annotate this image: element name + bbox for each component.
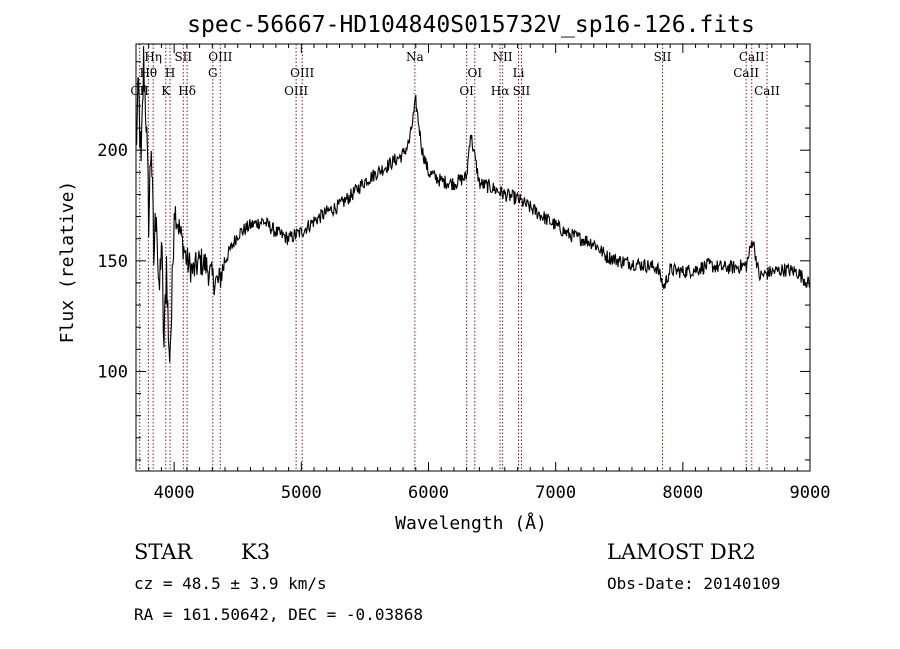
y-tick-label-0: 100	[97, 362, 128, 382]
emission-line-markers: Hη Hθ CII SII HK Hδ OIII G OIII OIII Na NII OI OI LiHα…	[130, 44, 780, 471]
marker-label-13: OI	[467, 66, 482, 80]
marker-label-12: NII	[493, 50, 513, 64]
marker-label-20: CaII	[733, 66, 759, 80]
observation-date: Obs-Date: 20140109	[607, 574, 780, 593]
marker-label-8: G	[208, 66, 218, 80]
y-tick-label-2: 200	[97, 141, 128, 161]
marker-label-18: SII	[654, 50, 672, 64]
marker-label-19: CaII	[739, 50, 765, 64]
marker-label-2: CII	[130, 84, 149, 98]
spectrum-line	[135, 46, 811, 363]
object-class: STAR	[134, 540, 193, 564]
x-axis: 4000 5000 6000 7000 8000 9000	[135, 44, 831, 503]
marker-label-6: Hδ	[178, 84, 196, 98]
redshift-cz: cz = 48.5 ± 3.9 km/s	[134, 574, 327, 593]
x-tick-label-2: 6000	[408, 483, 449, 503]
x-axis-label: Wavelength (Å)	[395, 512, 547, 534]
marker-label-21: CaII	[754, 84, 780, 98]
x-tick-label-4: 8000	[662, 483, 703, 503]
coordinates: RA = 161.50642, DEC = -0.03868	[134, 605, 423, 624]
object-subclass: K3	[241, 540, 270, 564]
x-tick-label-5: 9000	[790, 483, 831, 503]
marker-label-1: Hθ	[139, 66, 157, 80]
marker-label-7: OIII	[208, 50, 232, 64]
marker-label-16: Hα	[491, 84, 510, 98]
marker-label-15: Li	[513, 66, 525, 80]
y-axis: 100 150 200	[97, 61, 810, 461]
x-tick-label-3: 7000	[535, 483, 576, 503]
marker-label-0: Hη	[144, 50, 162, 64]
x-tick-label-0: 4000	[154, 483, 195, 503]
chart-title: spec-56667-HD104840S015732V_sp16-126.fit…	[187, 12, 755, 38]
marker-label-5: K	[161, 84, 171, 98]
marker-label-3: SII	[174, 50, 192, 64]
marker-label-11: Na	[406, 50, 424, 64]
plot-frame	[135, 43, 811, 472]
y-axis-label: Flux (relative)	[57, 181, 78, 344]
marker-label-9: OIII	[290, 66, 314, 80]
survey-name: LAMOST DR2	[607, 540, 756, 564]
marker-label-10: OIII	[284, 84, 308, 98]
y-tick-label-1: 150	[97, 252, 128, 272]
marker-label-14: OI	[459, 84, 474, 98]
marker-label-4: H	[165, 66, 175, 80]
spectrum-series	[135, 46, 811, 363]
marker-label-17: SII	[513, 84, 531, 98]
x-tick-label-1: 5000	[281, 483, 322, 503]
